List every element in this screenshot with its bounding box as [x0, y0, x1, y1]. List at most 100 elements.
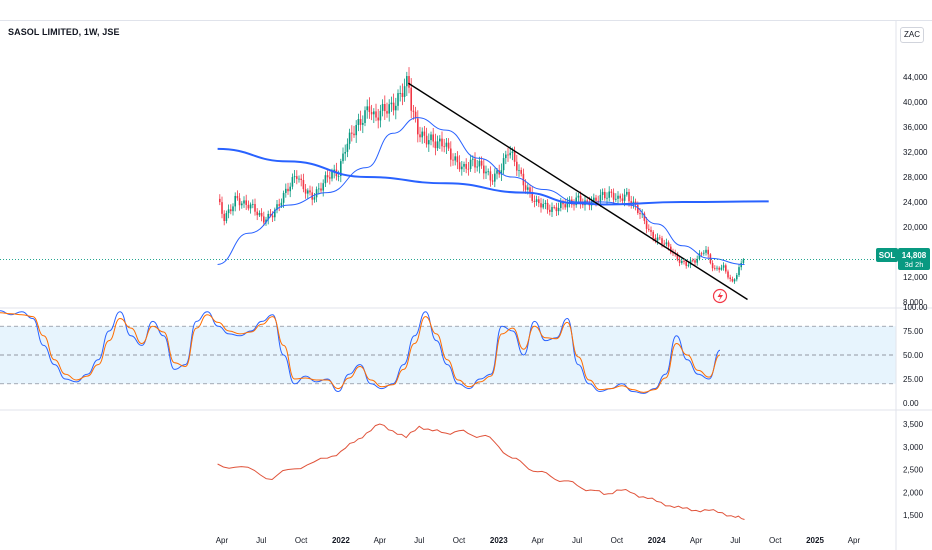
candle[interactable]	[340, 158, 342, 183]
candle[interactable]	[234, 192, 237, 212]
candle[interactable]	[630, 195, 633, 209]
time-axis[interactable]: Apr Jul Oct 2022 Apr Jul Oct 2023 Apr Jul Oct 2024 A…	[216, 536, 861, 545]
candle[interactable]	[436, 135, 439, 151]
candle[interactable]	[485, 165, 487, 179]
candle[interactable]	[736, 272, 738, 282]
candle[interactable]	[474, 152, 476, 174]
candle[interactable]	[397, 89, 399, 111]
candle[interactable]	[285, 183, 287, 198]
candle[interactable]	[516, 154, 518, 176]
candle[interactable]	[450, 141, 452, 167]
candle[interactable]	[531, 186, 534, 203]
candle[interactable]	[573, 199, 575, 211]
candle[interactable]	[278, 198, 281, 212]
candle[interactable]	[533, 195, 536, 208]
candle[interactable]	[718, 266, 721, 273]
candle[interactable]	[557, 202, 560, 216]
candle[interactable]	[245, 194, 248, 211]
candle[interactable]	[626, 187, 628, 197]
candle[interactable]	[617, 191, 619, 205]
candle[interactable]	[685, 260, 688, 269]
candle[interactable]	[445, 137, 448, 155]
candle[interactable]	[454, 152, 457, 166]
candle[interactable]	[461, 160, 463, 176]
candle[interactable]	[370, 104, 373, 121]
candle[interactable]	[221, 196, 223, 219]
candle[interactable]	[619, 193, 622, 203]
candle[interactable]	[408, 67, 410, 94]
candle[interactable]	[219, 194, 221, 206]
candle[interactable]	[443, 138, 446, 153]
candle[interactable]	[247, 200, 250, 211]
candle[interactable]	[722, 262, 725, 271]
candle[interactable]	[287, 182, 289, 195]
candle[interactable]	[258, 210, 261, 217]
candle[interactable]	[223, 210, 226, 226]
currency-button[interactable]: ZAC	[900, 27, 924, 43]
candle[interactable]	[535, 195, 538, 206]
candle[interactable]	[670, 243, 672, 255]
candle[interactable]	[260, 208, 263, 222]
candle[interactable]	[447, 138, 450, 152]
candle[interactable]	[505, 150, 507, 165]
candle[interactable]	[225, 210, 228, 224]
candle[interactable]	[439, 135, 441, 149]
candle[interactable]	[366, 99, 369, 119]
candle[interactable]	[612, 188, 615, 206]
candle[interactable]	[322, 179, 325, 197]
candle[interactable]	[428, 133, 430, 152]
candle[interactable]	[705, 246, 707, 256]
candle[interactable]	[579, 191, 582, 209]
candle[interactable]	[507, 147, 509, 162]
candle[interactable]	[232, 203, 234, 216]
candle[interactable]	[357, 113, 360, 132]
candle[interactable]	[463, 161, 465, 173]
trendline[interactable]	[407, 82, 748, 301]
candle[interactable]	[733, 278, 736, 284]
candle[interactable]	[518, 164, 520, 177]
candle[interactable]	[478, 156, 481, 174]
candle[interactable]	[703, 250, 705, 256]
candle[interactable]	[276, 199, 278, 214]
candle[interactable]	[241, 201, 243, 209]
candle[interactable]	[291, 173, 294, 190]
candle[interactable]	[298, 175, 300, 183]
candle[interactable]	[696, 255, 699, 266]
candle[interactable]	[551, 202, 553, 218]
candle[interactable]	[513, 146, 516, 167]
candle[interactable]	[342, 147, 344, 164]
candle[interactable]	[412, 104, 415, 120]
candle[interactable]	[388, 99, 391, 122]
stochastic-d-line[interactable]	[0, 312, 721, 393]
candle[interactable]	[469, 154, 472, 172]
candle[interactable]	[520, 167, 523, 177]
price-axis[interactable]: 44,000 40,000 36,000 32,000 28,000 24,000 20,0…	[0, 21, 932, 550]
candle[interactable]	[720, 264, 723, 271]
candle[interactable]	[419, 126, 421, 143]
candle[interactable]	[678, 256, 681, 267]
candle[interactable]	[304, 184, 307, 199]
candle[interactable]	[236, 190, 239, 201]
candle[interactable]	[392, 93, 395, 116]
candle[interactable]	[320, 182, 322, 194]
candle[interactable]	[296, 170, 298, 185]
candle[interactable]	[377, 108, 380, 129]
candle[interactable]	[615, 193, 617, 202]
candle[interactable]	[432, 127, 435, 148]
candle[interactable]	[267, 210, 270, 225]
candle[interactable]	[665, 238, 668, 247]
candle[interactable]	[577, 193, 580, 203]
candle[interactable]	[502, 153, 505, 175]
candle[interactable]	[414, 106, 417, 123]
candle[interactable]	[687, 261, 690, 268]
candle[interactable]	[650, 226, 652, 237]
candle[interactable]	[604, 188, 606, 201]
candle[interactable]	[621, 193, 624, 206]
candle[interactable]	[632, 196, 635, 209]
candle[interactable]	[293, 170, 296, 183]
candle[interactable]	[423, 125, 426, 144]
candle[interactable]	[425, 127, 428, 148]
candle[interactable]	[714, 265, 716, 271]
candle[interactable]	[529, 184, 531, 198]
